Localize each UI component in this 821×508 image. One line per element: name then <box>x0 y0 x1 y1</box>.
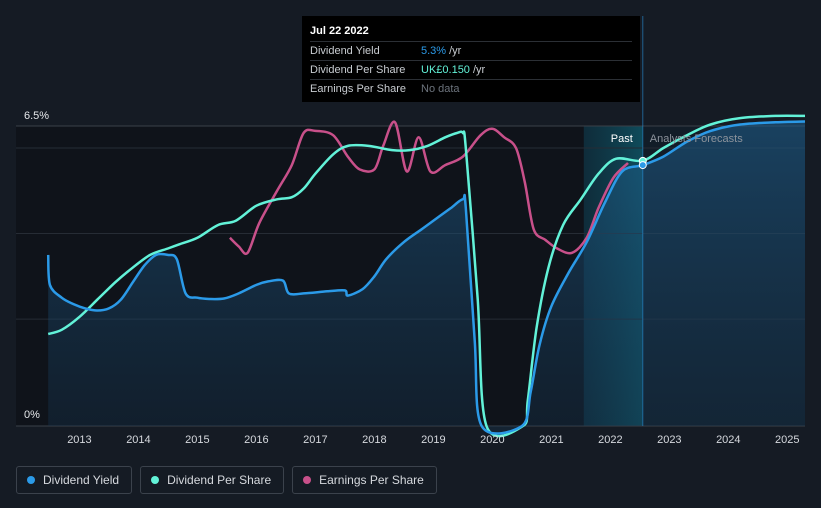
value-marker <box>638 161 647 170</box>
x-tick-label: 2015 <box>185 434 209 446</box>
legend-label: Dividend Per Share <box>167 473 272 487</box>
dividend-per-share-line <box>47 114 806 438</box>
x-tick-label: 2025 <box>775 434 799 446</box>
x-tick-label: 2016 <box>244 434 268 446</box>
tooltip-value: UK£0.150 <box>421 64 470 76</box>
x-tick-label: 2024 <box>716 434 740 446</box>
legend-dot-icon <box>27 476 35 484</box>
x-tick-label: 2021 <box>539 434 563 446</box>
tooltip-unit: /yr <box>472 64 486 76</box>
tooltip-row-dividend-yield: Dividend Yield 5.3% /yr <box>310 41 632 60</box>
tooltip-label: Earnings Per Share <box>310 83 406 95</box>
tooltip-unit: /yr <box>449 45 462 57</box>
x-tick-label: 2023 <box>657 434 681 446</box>
value-markers <box>638 156 647 170</box>
x-tick-label: 2022 <box>598 434 622 446</box>
legend-dot-icon <box>151 476 160 484</box>
x-tick-label: 2019 <box>421 434 445 446</box>
y-tick-label: 6.5% <box>24 110 49 122</box>
tooltip-date: Jul 22 2022 <box>310 25 369 37</box>
x-tick-label: 2020 <box>480 434 504 446</box>
tooltip: Jul 22 2022 Dividend Yield 5.3% /yr Divi… <box>302 16 640 102</box>
legend: Dividend Yield Dividend Per Share Earnin… <box>16 466 437 494</box>
forecast-label: Analysts Forecasts <box>650 133 743 145</box>
legend-earnings-per-share[interactable]: Earnings Per Share <box>292 466 437 494</box>
tooltip-label: Dividend Per Share <box>310 64 406 76</box>
legend-dot-icon <box>303 476 312 484</box>
dividend-yield-area <box>48 121 805 434</box>
tooltip-label: Dividend Yield <box>310 45 380 57</box>
x-axis-ticks: 2013 2014 2015 2016 2017 2018 2019 2020 2021 2022… <box>67 434 799 446</box>
x-tick-label: 2013 <box>67 434 91 446</box>
legend-dividend-yield[interactable]: Dividend Yield <box>16 466 133 494</box>
tooltip-value: No data <box>421 83 460 95</box>
x-tick-label: 2018 <box>362 434 386 446</box>
x-tick-label: 2017 <box>303 434 327 446</box>
past-label: Past <box>611 133 633 145</box>
earnings-per-share-line <box>229 120 629 255</box>
dividend-yield-line <box>46 120 806 435</box>
tooltip-value: 5.3% <box>421 45 447 57</box>
tooltip-row-dividend-per-share: Dividend Per Share UK£0.150 /yr <box>310 60 632 79</box>
legend-dividend-per-share[interactable]: Dividend Per Share <box>140 466 285 494</box>
x-tick-label: 2014 <box>126 434 150 446</box>
legend-label: Earnings Per Share <box>319 473 424 487</box>
y-tick-label: 0% <box>24 409 40 421</box>
legend-label: Dividend Yield <box>43 473 120 487</box>
tooltip-row-earnings-per-share: Earnings Per Share No data <box>310 79 632 98</box>
